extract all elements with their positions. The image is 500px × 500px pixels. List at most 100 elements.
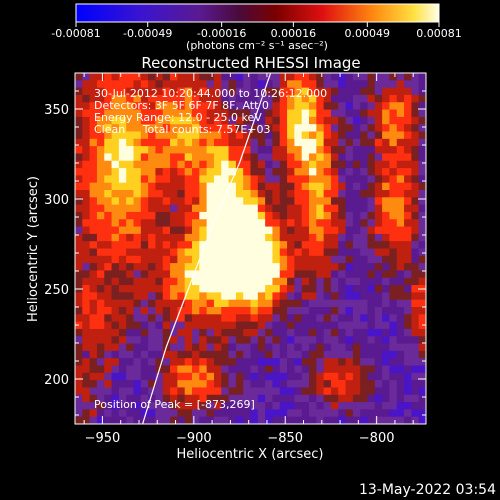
heatmap-cell — [352, 226, 361, 235]
heatmap-cell — [228, 182, 237, 191]
heatmap-cell — [148, 255, 157, 264]
heatmap-cell — [118, 365, 127, 374]
heatmap-cell — [126, 285, 135, 293]
heatmap-cell — [360, 94, 369, 103]
heatmap-cell — [352, 336, 361, 345]
heatmap-cell — [75, 358, 83, 367]
heatmap-cell — [126, 321, 135, 330]
heatmap-cell — [404, 190, 412, 198]
heatmap-cell — [250, 87, 259, 96]
heatmap-cell — [111, 299, 120, 308]
heatmap-cell — [133, 226, 142, 235]
heatmap-cell — [75, 387, 83, 396]
heatmap-cell — [235, 248, 244, 257]
heatmap-cell — [118, 131, 127, 140]
heatmap-cell — [148, 336, 157, 345]
heatmap-cell — [323, 314, 332, 323]
heatmap-cell — [374, 190, 383, 198]
heatmap-cell — [184, 175, 193, 184]
heatmap-cell — [309, 160, 317, 169]
heatmap-cell — [235, 350, 244, 359]
heatmap-cell — [199, 226, 208, 235]
heatmap-cell — [418, 299, 426, 308]
heatmap-cell — [140, 211, 149, 220]
heatmap-cell — [133, 116, 142, 125]
heatmap-cell — [257, 394, 266, 403]
heatmap-cell — [389, 138, 398, 147]
heatmap-cell — [104, 402, 113, 410]
heatmap-cell — [126, 204, 135, 213]
heatmap-cell — [389, 416, 398, 424]
heatmap-cell — [367, 219, 376, 228]
heatmap-cell — [96, 153, 105, 162]
heatmap-cell — [228, 102, 237, 111]
heatmap-cell — [213, 204, 222, 213]
heatmap-cell — [177, 109, 186, 118]
heatmap-cell — [243, 102, 252, 111]
heatmap-cell — [272, 146, 281, 155]
heatmap-cell — [89, 285, 98, 293]
heatmap-cell — [265, 409, 274, 418]
heatmap-cell — [228, 233, 237, 242]
heatmap-cell — [206, 285, 215, 293]
heatmap-cell — [323, 109, 332, 118]
heatmap-cell — [360, 116, 369, 125]
heatmap-cell — [184, 248, 193, 257]
heatmap-cell — [338, 321, 347, 330]
heatmap-cell — [338, 87, 347, 96]
heatmap-cell — [265, 277, 274, 286]
heatmap-cell — [118, 321, 127, 330]
heatmap-cell — [89, 255, 98, 264]
heatmap-cell — [316, 402, 325, 410]
heatmap-cell — [309, 292, 317, 301]
heatmap-cell — [148, 204, 157, 213]
heatmap-cell — [352, 299, 361, 308]
heatmap-cell — [96, 307, 105, 315]
heatmap-cell — [323, 138, 332, 147]
heatmap-cell — [360, 416, 369, 424]
heatmap-cell — [374, 146, 383, 155]
heatmap-cell — [287, 116, 295, 125]
heatmap-cell — [250, 241, 259, 250]
heatmap-cell — [294, 314, 303, 323]
heatmap-cell — [155, 372, 164, 381]
heatmap-cell — [272, 292, 281, 301]
heatmap-cell — [96, 255, 105, 264]
heatmap-cell — [199, 87, 208, 96]
heatmap-cell — [287, 182, 295, 191]
heatmap-cell — [177, 219, 186, 228]
heatmap-cell — [184, 190, 193, 198]
heatmap-cell — [148, 153, 157, 162]
heatmap-cell — [206, 321, 215, 330]
heatmap-cell — [228, 409, 237, 418]
heatmap-cell — [345, 416, 354, 424]
heatmap-cell — [104, 321, 113, 330]
heatmap-cell — [126, 233, 135, 242]
heatmap-cell — [162, 387, 171, 396]
heatmap-cell — [82, 336, 91, 345]
heatmap-cell — [404, 409, 412, 418]
heatmap-cell — [184, 270, 193, 279]
heatmap-cell — [221, 116, 230, 125]
heatmap-cell — [206, 387, 215, 396]
heatmap-cell — [352, 211, 361, 220]
heatmap-cell — [404, 365, 412, 374]
heatmap-cell — [382, 182, 391, 191]
heatmap-cell — [418, 204, 426, 213]
heatmap-cell — [265, 153, 274, 162]
colorbar-tick-label: 0.00016 — [271, 27, 317, 40]
heatmap-cell — [126, 73, 135, 81]
heatmap-cell — [184, 277, 193, 286]
heatmap-cell — [184, 321, 193, 330]
heatmap-cell — [265, 211, 274, 220]
heatmap-cell — [104, 336, 113, 345]
heatmap-cell — [75, 116, 83, 125]
colorbar-tick-label: -0.00081 — [51, 27, 100, 40]
heatmap-cell — [155, 124, 164, 133]
heatmap-cell — [126, 226, 135, 235]
heatmap-cell — [170, 226, 178, 235]
heatmap-cell — [221, 233, 230, 242]
heatmap-cell — [279, 277, 288, 286]
heatmap-cell — [418, 380, 426, 389]
heatmap-cell — [396, 365, 405, 374]
